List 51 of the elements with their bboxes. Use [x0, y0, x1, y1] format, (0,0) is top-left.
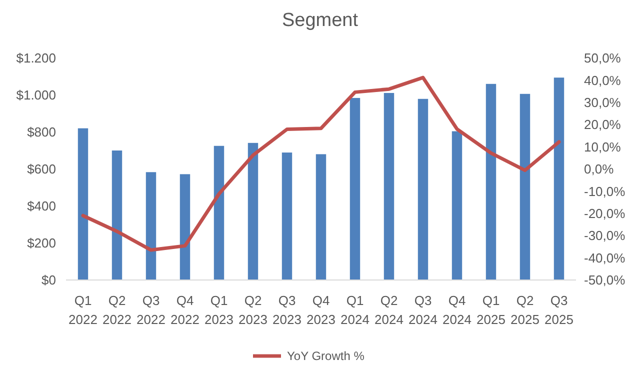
- bar: [112, 150, 122, 280]
- x-tick-label: Q2 2023: [238, 293, 268, 327]
- x-tick-label: Q4 2022: [170, 293, 200, 327]
- y-tick-label: $1.200: [16, 50, 56, 66]
- x-tick-label: Q3 2023: [272, 293, 302, 327]
- y2-tick-label: -40,0%: [584, 250, 626, 266]
- y-tick-label: $400: [27, 198, 56, 214]
- x-tick-label: Q1 2023: [204, 293, 234, 327]
- y-tick-label: $800: [27, 124, 56, 140]
- bar: [316, 154, 326, 280]
- y-tick-label: $600: [27, 162, 56, 177]
- x-tick-label: Q2 2025: [510, 293, 540, 327]
- y2-tick-label: 0,0%: [584, 162, 614, 177]
- bar: [418, 98, 428, 280]
- y2-tick-label: 30,0%: [584, 94, 622, 110]
- bar: [350, 98, 360, 280]
- x-tick-label: Q3 2022: [136, 293, 166, 327]
- y2-tick-label: -30,0%: [584, 228, 626, 244]
- bar: [520, 94, 530, 280]
- legend-label: YoY Growth %: [287, 349, 365, 364]
- y2-tick-label: -50,0%: [584, 272, 626, 288]
- x-tick-label: Q1 2025: [476, 293, 506, 327]
- chart-title: Segment: [282, 10, 359, 31]
- bar: [486, 84, 496, 280]
- bar: [248, 142, 258, 280]
- bar: [554, 78, 564, 280]
- y2-tick-label: 50,0%: [584, 50, 622, 66]
- bar: [180, 174, 190, 280]
- bar: [282, 152, 292, 280]
- x-tick-label: Q2 2022: [102, 293, 132, 327]
- x-tick-label: Q3 2025: [544, 293, 574, 327]
- bar: [146, 172, 156, 280]
- x-tick-label: Q4 2023: [306, 293, 336, 327]
- bar: [452, 131, 462, 280]
- x-tick-label: Q1 2022: [68, 293, 98, 327]
- x-tick-label: Q4 2024: [442, 293, 472, 327]
- x-tick-label: Q1 2024: [340, 293, 370, 327]
- y2-tick-label: 10,0%: [584, 139, 622, 154]
- line-series: [81, 76, 561, 252]
- bar: [384, 92, 394, 280]
- y2-tick-label: 40,0%: [584, 72, 622, 88]
- x-tick-label: Q2 2024: [374, 293, 404, 327]
- y2-tick-label: -10,0%: [584, 184, 626, 199]
- x-tick-label: Q3 2024: [408, 293, 438, 327]
- y-tick-label: $1.000: [16, 88, 56, 103]
- y-tick-label: $200: [27, 236, 56, 251]
- y-tick-label: $0: [42, 272, 56, 288]
- bar: [214, 146, 224, 280]
- bar: [78, 128, 88, 280]
- y2-tick-label: -20,0%: [584, 206, 626, 221]
- y2-tick-label: 20,0%: [584, 117, 622, 132]
